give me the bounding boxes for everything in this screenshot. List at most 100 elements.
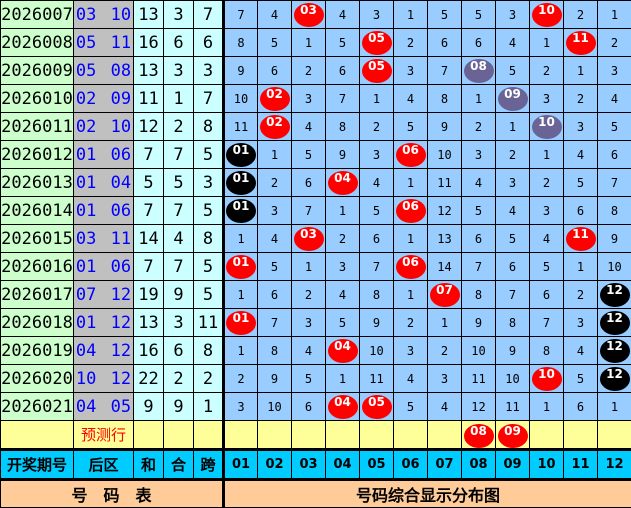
grid-cell: 1	[394, 281, 428, 309]
back-numbers: 07 12	[74, 281, 134, 309]
grid-cell: 3	[360, 1, 394, 29]
black-ball-icon: 01	[226, 143, 256, 167]
red-ball-icon: 05	[362, 395, 392, 419]
grid-cell: 6	[564, 197, 598, 225]
grid-cell: 5	[360, 197, 394, 225]
span-value: 11	[194, 309, 224, 337]
grid-cell: 1	[598, 1, 631, 29]
grid-cell: 9	[224, 57, 258, 85]
header-span: 跨	[194, 450, 224, 480]
red-ball-icon: 11	[566, 227, 596, 251]
sum-value: 7	[134, 253, 164, 281]
back-numbers: 01 04	[74, 169, 134, 197]
grid-cell: 7	[496, 281, 530, 309]
grid-cell: 11	[428, 169, 462, 197]
grid-cell: 2	[496, 141, 530, 169]
grid-cell: 03	[292, 225, 326, 253]
grid-cell: 9	[428, 113, 462, 141]
header-number: 04	[326, 450, 360, 480]
grid-cell: 5	[598, 113, 631, 141]
grid-cell: 7	[462, 253, 496, 281]
issue-number: 2026007	[1, 1, 74, 29]
red-ball-icon: 01	[226, 255, 256, 279]
grid-cell: 11	[564, 29, 598, 57]
grid-cell: 8	[530, 337, 564, 365]
grid-cell: 5	[496, 57, 530, 85]
grid-cell: 4	[564, 141, 598, 169]
prediction-cell	[564, 421, 598, 450]
issue-number: 2026021	[1, 393, 74, 421]
grid-cell: 5	[326, 309, 360, 337]
he-value: 2	[164, 113, 194, 141]
grid-cell: 3	[564, 309, 598, 337]
prediction-blank	[1, 421, 74, 450]
grid-cell: 07	[428, 281, 462, 309]
red-ball-icon: 02	[260, 115, 290, 139]
issue-number: 2026019	[1, 337, 74, 365]
grid-cell: 3	[394, 57, 428, 85]
grid-cell: 6	[496, 253, 530, 281]
grid-cell: 13	[428, 225, 462, 253]
footer-right-title: 号码综合显示分布图	[224, 480, 631, 508]
grid-cell: 4	[360, 169, 394, 197]
grid-cell: 8	[326, 113, 360, 141]
grid-cell: 01	[224, 169, 258, 197]
grid-cell: 2	[258, 169, 292, 197]
header-number: 12	[598, 450, 631, 480]
issue-number: 2026018	[1, 309, 74, 337]
he-value: 4	[164, 225, 194, 253]
back-numbers: 04 05	[74, 393, 134, 421]
grid-cell: 1	[224, 281, 258, 309]
header-number: 07	[428, 450, 462, 480]
issue-number: 2026014	[1, 197, 74, 225]
prediction-cell	[258, 421, 292, 450]
grid-cell: 02	[258, 85, 292, 113]
he-value: 3	[164, 57, 194, 85]
red-ball-icon: 08	[464, 424, 494, 448]
grid-cell: 2	[326, 225, 360, 253]
red-ball-icon: 05	[362, 59, 392, 83]
span-value: 3	[194, 169, 224, 197]
issue-number: 2026016	[1, 253, 74, 281]
grid-cell: 2	[292, 57, 326, 85]
grid-cell: 8	[462, 281, 496, 309]
issue-number: 2026012	[1, 141, 74, 169]
span-value: 5	[194, 253, 224, 281]
grid-cell: 4	[258, 225, 292, 253]
grid-cell: 11	[564, 225, 598, 253]
he-value: 5	[164, 169, 194, 197]
issue-number: 2026015	[1, 225, 74, 253]
header-back: 后区	[74, 450, 134, 480]
grid-cell: 6	[258, 281, 292, 309]
grid-cell: 7	[292, 197, 326, 225]
grid-cell: 10	[428, 141, 462, 169]
grid-cell: 9	[326, 141, 360, 169]
red-ball-icon: 01	[226, 311, 256, 335]
prediction-blank	[164, 421, 194, 450]
grid-cell: 5	[258, 253, 292, 281]
grid-cell: 3	[496, 1, 530, 29]
prediction-cell: 09	[496, 421, 530, 450]
grid-cell: 3	[564, 113, 598, 141]
grid-cell: 3	[496, 169, 530, 197]
sum-value: 19	[134, 281, 164, 309]
sum-value: 13	[134, 1, 164, 29]
grid-cell: 2	[394, 29, 428, 57]
grid-cell: 06	[394, 197, 428, 225]
grid-cell: 8	[360, 281, 394, 309]
red-ball-icon: 04	[328, 171, 358, 195]
span-value: 8	[194, 225, 224, 253]
grid-cell: 5	[496, 225, 530, 253]
grid-cell: 1	[530, 29, 564, 57]
sum-value: 5	[134, 169, 164, 197]
grid-cell: 4	[598, 85, 631, 113]
header-number: 05	[360, 450, 394, 480]
grid-cell: 10	[598, 253, 631, 281]
grid-cell: 1	[224, 225, 258, 253]
